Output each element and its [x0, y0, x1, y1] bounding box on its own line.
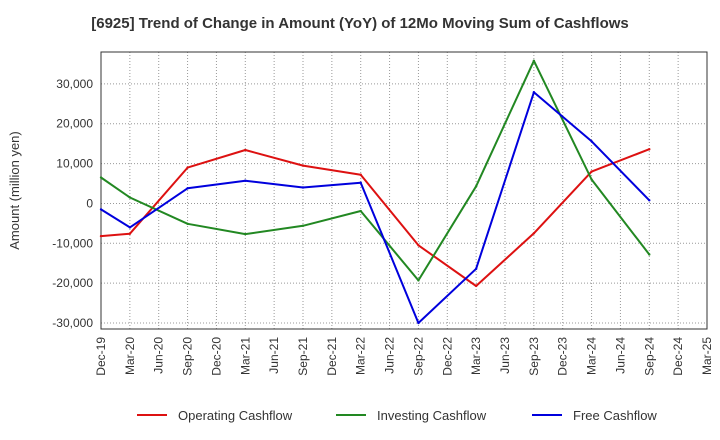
- data-point: [474, 284, 478, 288]
- x-tick-label: Jun-21: [267, 337, 281, 374]
- grid: [100, 51, 708, 330]
- x-tick-label: Mar-24: [585, 337, 599, 375]
- data-point: [128, 232, 132, 235]
- data-point: [648, 148, 651, 151]
- data-point: [417, 279, 420, 282]
- series-lines: [99, 59, 651, 325]
- legend-label: Investing Cashflow: [377, 408, 487, 423]
- data-point: [359, 181, 362, 184]
- data-point: [244, 179, 247, 182]
- x-tick-label: Mar-23: [469, 337, 483, 375]
- y-tick-label: 20,000: [56, 117, 93, 131]
- series-line: [100, 59, 651, 282]
- data-point: [417, 244, 420, 247]
- axis-ticks: -30,000 -20,000 -10,000 0 10,000 20,000 30,000…: [52, 77, 714, 376]
- x-tick-label: Mar-20: [123, 337, 137, 375]
- x-tick-label: Jun-20: [152, 337, 166, 374]
- data-point: [648, 199, 651, 202]
- x-tick-label: Dec-20: [209, 337, 223, 376]
- data-point: [301, 224, 305, 227]
- legend-label: Operating Cashflow: [178, 408, 293, 423]
- x-tick-label: Sep-23: [527, 337, 541, 376]
- data-point: [590, 140, 593, 143]
- x-tick-label: Dec-21: [325, 337, 339, 376]
- x-tick-label: Mar-25: [700, 337, 714, 375]
- data-point: [474, 267, 478, 271]
- x-tick-label: Jun-24: [613, 337, 627, 374]
- y-tick-label: -20,000: [52, 276, 93, 290]
- x-tick-label: Dec-19: [94, 337, 108, 376]
- x-tick-label: Dec-23: [556, 337, 570, 376]
- y-tick-label: -30,000: [52, 316, 93, 330]
- data-point: [301, 186, 305, 189]
- x-tick-label: Dec-22: [440, 337, 454, 376]
- data-point: [244, 232, 247, 236]
- x-tick-label: Sep-20: [181, 337, 195, 376]
- legend: Operating Cashflow Investing Cashflow Free…: [137, 408, 657, 423]
- data-point: [532, 91, 536, 94]
- data-point: [359, 209, 362, 213]
- data-point: [186, 222, 189, 225]
- data-point: [99, 208, 103, 211]
- x-tick-label: Sep-24: [642, 337, 656, 376]
- data-point: [590, 170, 593, 173]
- x-tick-label: Sep-21: [296, 337, 310, 376]
- x-tick-label: Mar-21: [238, 337, 252, 375]
- data-point: [532, 59, 536, 62]
- plot-border: [100, 51, 708, 330]
- data-point: [186, 187, 189, 190]
- y-tick-label: 10,000: [56, 157, 93, 171]
- legend-label: Free Cashflow: [573, 408, 657, 423]
- x-tick-label: Mar-22: [354, 337, 368, 375]
- data-point: [99, 234, 103, 238]
- data-point: [301, 164, 305, 167]
- x-tick-label: Jun-23: [498, 337, 512, 374]
- y-tick-label: 30,000: [56, 77, 93, 91]
- data-point: [186, 166, 189, 169]
- y-axis-label: Amount (million yen): [7, 131, 22, 250]
- data-point: [128, 226, 132, 229]
- data-point: [648, 253, 651, 256]
- x-tick-label: Jun-22: [383, 337, 397, 374]
- x-tick-label: Sep-22: [411, 337, 425, 376]
- chart-title: [6925] Trend of Change in Amount (YoY) o…: [91, 15, 629, 32]
- data-point: [244, 148, 247, 152]
- data-point: [99, 176, 103, 179]
- y-tick-label: 0: [86, 196, 93, 210]
- data-point: [359, 173, 362, 176]
- data-point: [590, 178, 593, 181]
- y-tick-label: -10,000: [52, 236, 93, 250]
- x-tick-label: Dec-24: [671, 337, 685, 376]
- data-point: [532, 232, 536, 235]
- data-point: [474, 185, 478, 188]
- data-point: [128, 196, 132, 199]
- data-point: [417, 321, 420, 325]
